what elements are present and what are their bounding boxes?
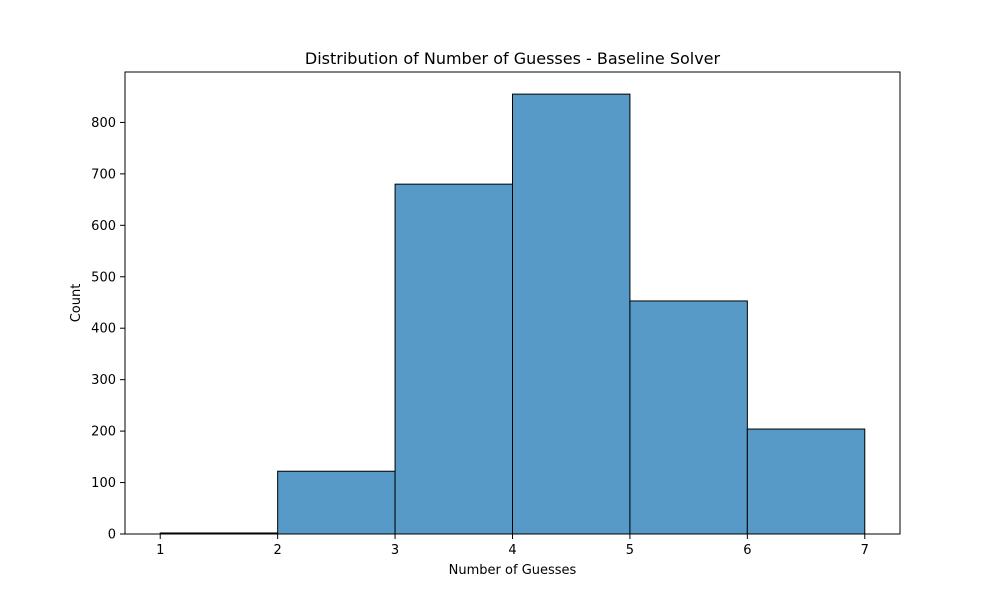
x-tick-label: 5 — [626, 543, 634, 558]
y-tick-label: 700 — [91, 167, 116, 182]
y-tick-label: 100 — [91, 476, 116, 491]
x-tick-label: 7 — [861, 543, 869, 558]
x-tick-label: 6 — [743, 543, 751, 558]
y-tick-label: 200 — [91, 425, 116, 440]
x-ticks-group: 1 2 3 4 5 6 7 — [156, 534, 869, 558]
bars-group — [159, 93, 866, 535]
y-ticks-group: 0 100 200 300 400 500 600 700 800 — [91, 116, 125, 543]
x-axis-label: Number of Guesses — [449, 563, 577, 578]
y-tick-label: 500 — [91, 270, 116, 285]
x-tick-label: 3 — [391, 543, 399, 558]
y-tick-label: 0 — [108, 528, 116, 543]
histogram-bar-2-3 — [277, 470, 396, 535]
x-tick-label: 4 — [508, 543, 516, 558]
y-axis-label: Count — [69, 284, 84, 323]
y-tick-label: 800 — [91, 116, 116, 131]
histogram-bar-6-7 — [746, 428, 866, 535]
y-tick-label: 600 — [91, 219, 116, 234]
histogram-bar-5-6 — [629, 300, 748, 535]
plot-frame — [124, 71, 901, 535]
histogram-bar-3-4 — [394, 183, 513, 535]
x-tick-label: 1 — [156, 543, 164, 558]
x-tick-label: 2 — [274, 543, 282, 558]
y-tick-label: 400 — [91, 322, 116, 337]
y-tick-label: 300 — [91, 373, 116, 388]
chart-title: Distribution of Number of Guesses - Base… — [305, 49, 721, 68]
histogram-bar-4-5 — [512, 93, 631, 535]
